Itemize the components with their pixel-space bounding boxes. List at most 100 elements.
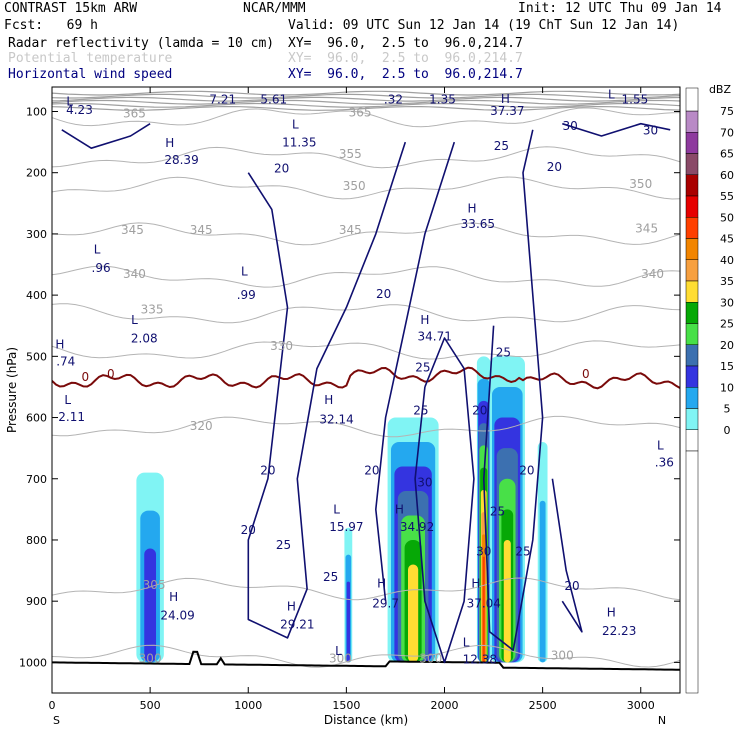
field-theta-xy: XY= 96.0, 2.5 to 96.0,214.7 xyxy=(288,51,523,66)
theta-isentrope-345 xyxy=(52,222,680,246)
init-time: Init: 12 UTC Thu 09 Jan 14 xyxy=(518,1,722,16)
field-wind-label: Horizontal wind speed xyxy=(8,67,173,82)
y-tick-label: 600 xyxy=(26,412,47,425)
wind-speed-label: 25 xyxy=(276,538,291,552)
theta-label: 0 xyxy=(582,367,590,381)
y-tick-label: 900 xyxy=(26,595,47,608)
colorbar-label: 0 xyxy=(724,424,731,437)
wind-speed-label: L xyxy=(608,88,615,102)
wind-speed-label: L xyxy=(94,242,101,256)
colorbar-label: 65 xyxy=(720,148,734,161)
colorbar-label: 10 xyxy=(720,381,734,394)
theta-label: 340 xyxy=(641,267,664,281)
wind-speed-label: H xyxy=(607,605,616,619)
wind-speed-label: 25 xyxy=(413,403,428,417)
colorbar-swatch-25 xyxy=(685,323,699,345)
y-tick-label: 100 xyxy=(26,105,47,118)
organization-label: NCAR/MMM xyxy=(243,1,306,16)
wind-speed-contour xyxy=(414,337,475,664)
reflectivity-cell-35dbz xyxy=(503,539,511,663)
theta-label: 355 xyxy=(339,147,362,161)
terrain-line xyxy=(52,650,680,671)
theta-isentrope-320 xyxy=(52,415,680,438)
wind-speed-label: 7.21 xyxy=(209,93,236,107)
x-axis-title: Distance (km) xyxy=(324,713,408,727)
zero-degree-line xyxy=(52,366,680,390)
reflectivity-cell-35dbz xyxy=(407,564,419,663)
theta-isentrope-335 xyxy=(52,303,680,324)
theta-label: 300 xyxy=(551,648,574,662)
theta-label: 345 xyxy=(635,222,658,236)
y-tick-label: 500 xyxy=(26,350,47,363)
y-tick-label: 800 xyxy=(26,534,47,547)
theta-upper-band xyxy=(52,99,680,105)
colorbar-unit: dBZ xyxy=(709,83,732,96)
wind-speed-label: 24.09 xyxy=(160,609,194,623)
wind-speed-label: L xyxy=(131,313,138,327)
field-theta-label: Potential temperature xyxy=(8,51,173,66)
field-reflectivity-xy: XY= 96.0, 2.5 to 96.0,214.7 xyxy=(288,36,523,51)
wind-speed-label: 25 xyxy=(490,504,505,518)
wind-speed-label: H xyxy=(467,201,476,215)
wind-speed-label: 32.14 xyxy=(319,413,353,427)
wind-speed-label: .96 xyxy=(92,261,111,275)
valid-time: Valid: 09 UTC Sun 12 Jan 14 (19 ChT Sun … xyxy=(288,18,680,33)
wind-speed-label: H xyxy=(501,92,510,106)
theta-label: 350 xyxy=(343,179,366,193)
colorbar-label: 55 xyxy=(720,190,734,203)
theta-label: 345 xyxy=(339,223,362,237)
colorbar-swatch-15 xyxy=(685,365,699,388)
theta-upper-band xyxy=(52,102,680,108)
theta-label: 345 xyxy=(190,223,213,237)
wind-speed-label: 37.37 xyxy=(490,104,524,118)
wind-speed-label: 25 xyxy=(415,361,430,375)
colorbar-swatch-30 xyxy=(685,302,699,324)
wind-speed-label: 25 xyxy=(323,570,338,584)
theta-label: 300 xyxy=(139,651,162,665)
colorbar-label: 25 xyxy=(720,318,734,331)
colorbar-label: 45 xyxy=(720,233,734,246)
x-axis-end-south: S xyxy=(53,714,60,727)
wind-speed-label: 2.11 xyxy=(58,410,85,424)
wind-speed-label: 20 xyxy=(564,579,579,593)
theta-label: 350 xyxy=(629,177,652,191)
colorbar-swatch-55 xyxy=(685,195,699,218)
wind-speed-label: L xyxy=(241,265,248,279)
reflectivity-cell-15dbz xyxy=(144,548,157,663)
theta-label: 320 xyxy=(190,419,213,433)
x-tick-label: 3000 xyxy=(627,699,655,712)
theta-label: 300 xyxy=(419,651,442,665)
wind-speed-label: 33.65 xyxy=(461,217,495,231)
colorbar-swatch-45 xyxy=(685,238,699,260)
wind-speed-label: H xyxy=(287,599,296,613)
wind-speed-label: 20 xyxy=(241,523,256,537)
wind-speed-label: L xyxy=(657,438,664,452)
colorbar-swatch-10 xyxy=(685,387,699,409)
wind-speed-label: 34.92 xyxy=(400,520,434,534)
x-tick-label: 0 xyxy=(49,699,56,712)
y-tick-label: 300 xyxy=(26,228,47,241)
wind-speed-label: H xyxy=(324,393,333,407)
wind-speed-label: 28.39 xyxy=(164,153,198,167)
y-axis-title: Pressure (hPa) xyxy=(5,347,19,433)
colorbar-swatch-20 xyxy=(685,344,699,367)
theta-isentrope-340 xyxy=(52,265,680,288)
wind-speed-label: 30 xyxy=(643,124,658,138)
wind-speed-label: 11.35 xyxy=(282,135,316,149)
field-wind-xy: XY= 96.0, 2.5 to 96.0,214.7 xyxy=(288,67,523,82)
x-tick-label: 1000 xyxy=(234,699,262,712)
wind-speed-label: 5.61 xyxy=(260,93,287,107)
forecast-hour: Fcst: 69 h xyxy=(4,18,98,33)
reflectivity-cell-15dbz xyxy=(346,581,351,663)
theta-label: 305 xyxy=(143,578,166,592)
wind-speed-label: 15.97 xyxy=(329,520,363,534)
wind-speed-label: .74 xyxy=(56,355,75,369)
wind-speed-label: H xyxy=(165,136,174,150)
wind-speed-label: 25 xyxy=(494,139,509,153)
colorbar-swatch-75 xyxy=(685,110,699,133)
wind-speed-contour xyxy=(247,141,407,639)
wind-speed-label: H xyxy=(377,577,386,591)
theta-label: 0 xyxy=(107,367,115,381)
wind-speed-label: 20 xyxy=(376,287,391,301)
y-tick-label: 1000 xyxy=(19,656,47,669)
